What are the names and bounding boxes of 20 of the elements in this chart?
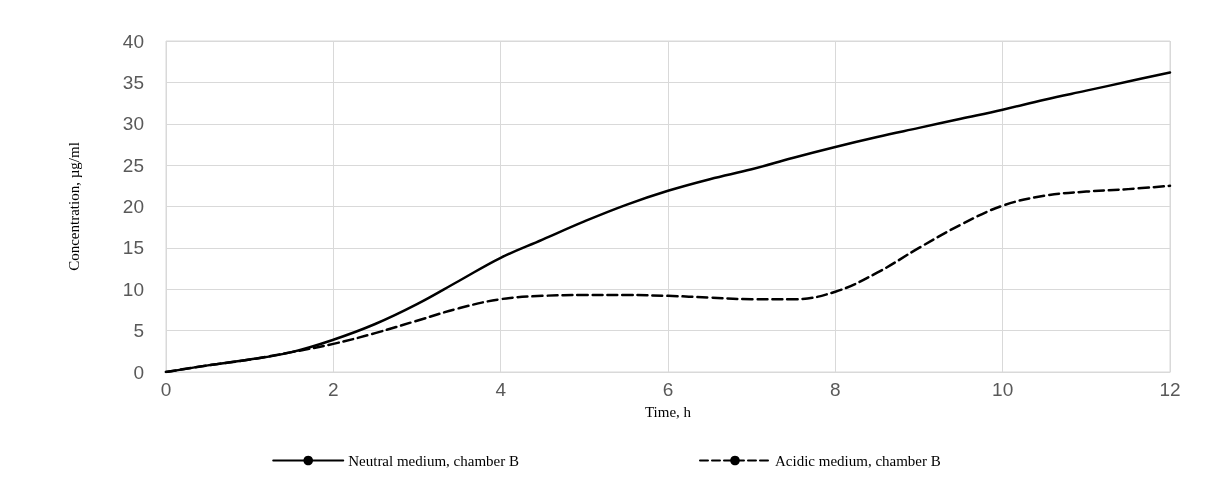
y-tick-label: 25	[122, 154, 144, 176]
x-tick-label: 4	[495, 379, 507, 400]
y-tick-label: 15	[122, 237, 144, 259]
y-tick-label: 5	[133, 320, 144, 342]
x-axis-title: Time, h	[644, 403, 692, 420]
y-tick-label: 20	[122, 196, 144, 217]
x-tick-label: 12	[1159, 379, 1181, 400]
x-tick-label: 6	[662, 379, 674, 400]
legend-label: Neutral medium, chamber B	[348, 452, 519, 469]
x-tick-label: 8	[830, 379, 841, 400]
y-tick-label: 35	[122, 71, 144, 93]
y-tick-label: 0	[133, 361, 144, 383]
y-tick-label: 10	[122, 278, 144, 300]
x-tick-label: 10	[992, 379, 1014, 400]
y-tick-label: 30	[122, 113, 144, 135]
y-axis-title: Concentration, µg/ml	[65, 142, 82, 271]
legend-label: Acidic medium, chamber B	[775, 452, 941, 469]
x-tick-label: 0	[160, 379, 172, 400]
y-tick-label: 40	[122, 30, 144, 52]
x-tick-label: 2	[328, 379, 339, 400]
